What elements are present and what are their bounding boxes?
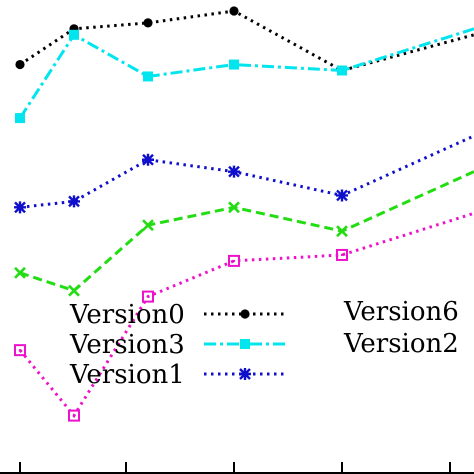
data-point-version2-1 bbox=[14, 344, 26, 357]
data-point-version2-3-outline bbox=[142, 290, 154, 303]
series-line-version6 bbox=[19, 170, 474, 293]
data-point-version1-4 bbox=[228, 165, 240, 178]
data-point-version3-4 bbox=[229, 59, 239, 70]
legend-entry-version2: Version2 bbox=[343, 329, 459, 359]
data-point-version2-4-dot bbox=[232, 259, 236, 263]
data-point-version6-4 bbox=[228, 201, 240, 214]
legend-swatch-marker-version0 bbox=[240, 309, 250, 319]
legend-entry-version3: Version3 bbox=[69, 330, 286, 360]
data-point-version3-1 bbox=[15, 113, 25, 124]
data-point-version2-1-outline bbox=[14, 344, 26, 357]
data-point-version2-5 bbox=[336, 248, 348, 261]
data-point-version6-5 bbox=[336, 225, 348, 238]
data-point-version1-2 bbox=[68, 195, 80, 208]
legend-label-version6: Version6 bbox=[343, 297, 459, 327]
data-point-version2-2-outline bbox=[68, 409, 80, 422]
series-version3 bbox=[15, 27, 474, 124]
data-point-version2-5-dot bbox=[340, 253, 344, 257]
data-point-version3-3 bbox=[143, 71, 153, 82]
legend-label-version0: Version0 bbox=[69, 300, 185, 330]
legend-label-version2: Version2 bbox=[343, 329, 459, 359]
data-point-version2-4-outline bbox=[228, 254, 240, 267]
data-point-version3-2 bbox=[69, 29, 79, 40]
data-point-version2-4 bbox=[228, 254, 240, 267]
x-axis bbox=[0, 462, 474, 474]
data-point-version1-1 bbox=[14, 201, 26, 214]
data-point-version0-4 bbox=[229, 6, 239, 16]
series-line-version1 bbox=[19, 134, 474, 209]
data-point-version2-1-dot bbox=[18, 348, 22, 352]
legend-entry-version1: Version1 bbox=[69, 360, 286, 390]
data-point-version3-5 bbox=[337, 65, 347, 76]
legend-label-version1: Version1 bbox=[69, 360, 185, 390]
data-point-version6-2 bbox=[68, 284, 80, 297]
data-point-version6-3 bbox=[142, 219, 154, 232]
data-point-version2-3 bbox=[142, 290, 154, 303]
legend-swatch-marker-version3 bbox=[240, 339, 250, 349]
legend-label-version3: Version3 bbox=[69, 330, 185, 360]
plot-area bbox=[14, 6, 474, 422]
data-point-version2-2-dot bbox=[72, 414, 76, 417]
series-version1 bbox=[14, 134, 474, 214]
data-point-version0-1 bbox=[15, 59, 25, 70]
legend-entry-version0: Version0 bbox=[69, 300, 286, 330]
series-line-version0 bbox=[19, 9, 474, 73]
legend-entry-version6: Version6 bbox=[343, 297, 459, 327]
data-point-version1-3 bbox=[142, 153, 154, 166]
data-point-version0-3 bbox=[143, 18, 153, 28]
data-point-version2-2 bbox=[68, 409, 80, 422]
legend-swatch-marker-version1 bbox=[239, 368, 251, 380]
data-point-version2-3-dot bbox=[146, 295, 150, 298]
data-point-version2-5-outline bbox=[336, 248, 348, 261]
data-point-version1-5 bbox=[336, 189, 348, 202]
series-version2 bbox=[14, 211, 474, 422]
series-version6 bbox=[14, 170, 474, 297]
series-line-version2 bbox=[18, 211, 474, 419]
data-point-version6-1 bbox=[14, 266, 26, 279]
series-line-version3 bbox=[18, 27, 474, 119]
